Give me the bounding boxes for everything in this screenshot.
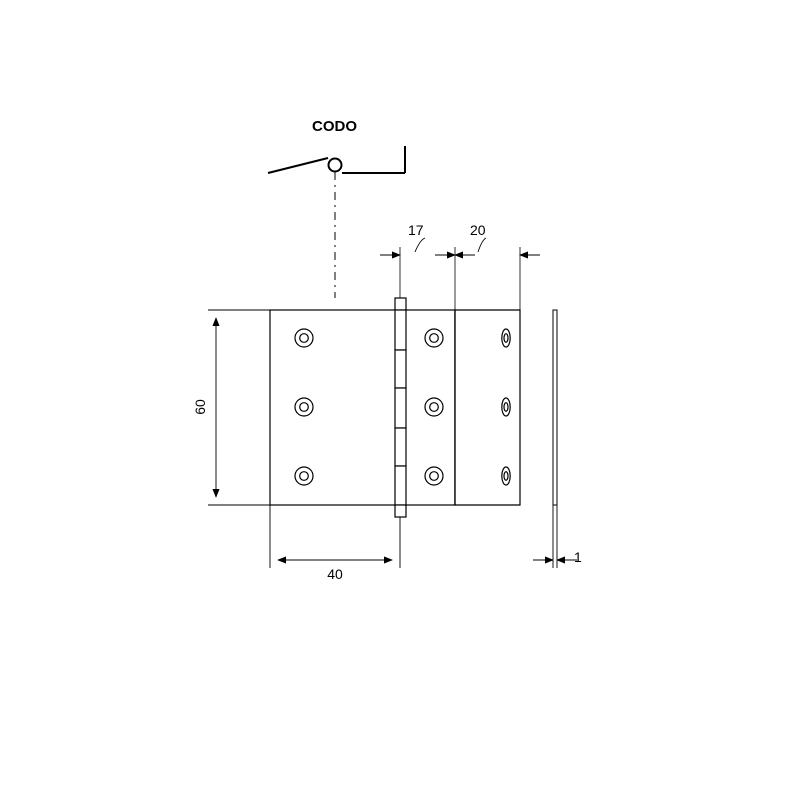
dim-label-40: 40 xyxy=(327,566,343,582)
ext-top xyxy=(400,247,520,310)
drawing-canvas: CODO 60 40 17 20 1 xyxy=(0,0,800,800)
side-view xyxy=(553,310,557,505)
hinge-knuckles xyxy=(395,298,406,517)
dim-label-1: 1 xyxy=(574,549,582,565)
dim-label-20: 20 xyxy=(470,222,486,238)
hinge xyxy=(270,298,520,517)
dim-label-17: 17 xyxy=(408,222,424,238)
dim-40 xyxy=(270,505,400,568)
dim-60 xyxy=(208,310,270,505)
drawing-svg xyxy=(0,0,800,800)
dim-1 xyxy=(533,505,577,568)
dim-label-60: 60 xyxy=(192,399,208,415)
dim-20 xyxy=(435,238,540,255)
title-codo: CODO xyxy=(312,118,357,135)
dim-17 xyxy=(380,238,475,255)
codo-icon xyxy=(268,146,405,173)
